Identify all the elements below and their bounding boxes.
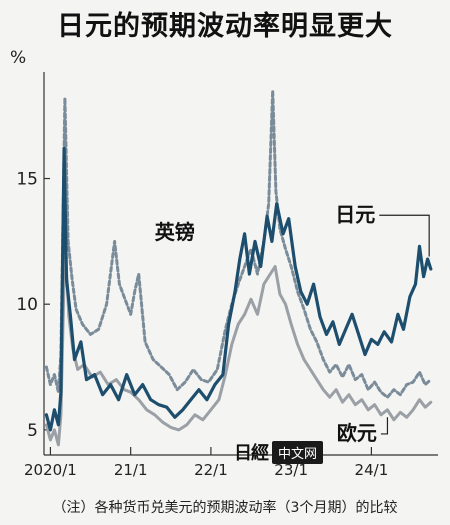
nikkei-logo-label: 中文网 [272,440,324,464]
series-line-gbp [44,89,433,399]
series-line-jpy [44,146,433,432]
y-tick-label: 5 [27,421,38,441]
eur-leader-line [380,417,389,435]
x-tick-label: 2020/1 [24,461,77,479]
series-label-eur: 欧元 [337,421,377,445]
jpy-leader-line [379,214,430,257]
chart-title: 日元的预期波动率明显更大 [57,11,393,42]
nikkei-logo-mark: 日經 [234,443,269,464]
x-tick-label: 23/1 [274,461,308,479]
y-tick-label: 15 [16,170,38,190]
series-label-gbp: 英镑 [155,220,195,244]
x-tick-label: 24/1 [355,461,389,479]
y-axis-unit: % [10,48,27,68]
y-tick-label: 10 [16,295,38,315]
chart-footnote: （注）各种货币兑美元的预期波动率（3个月期）的比较 [52,500,398,516]
x-tick-label: 21/1 [114,461,148,479]
x-tick-label: 22/1 [194,461,228,479]
nikkei-logo: 日經 中文网 [230,440,324,464]
series-label-jpy: 日元 [335,202,375,226]
